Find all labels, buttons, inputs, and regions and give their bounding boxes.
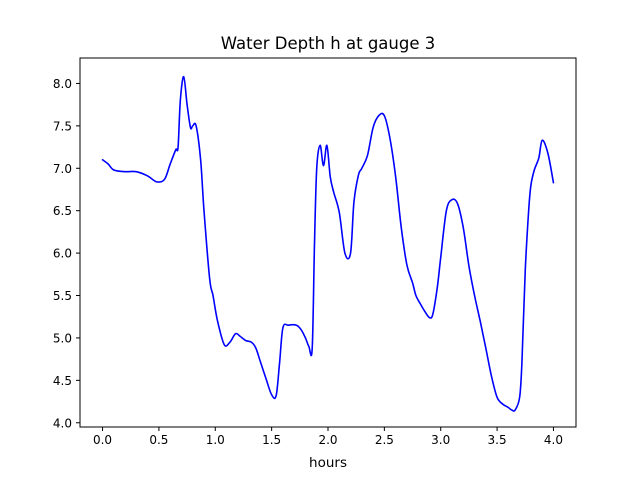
x-tick-label: 2.0 xyxy=(318,433,337,447)
x-tick-label: 0.0 xyxy=(93,433,112,447)
y-tick-label: 7.0 xyxy=(53,162,72,176)
y-tick-label: 4.0 xyxy=(53,416,72,430)
y-tick-label: 5.5 xyxy=(53,289,72,303)
plot-area-frame xyxy=(79,57,577,428)
x-axis-ticks: 0.0 0.5 1.0 1.5 2.0 2.5 3.0 3.5 4.0 xyxy=(93,427,563,447)
y-tick-label: 5.0 xyxy=(53,331,72,345)
x-tick-label: 1.0 xyxy=(206,433,225,447)
series-line xyxy=(101,75,555,412)
y-tick-label: 4.5 xyxy=(53,374,72,388)
chart-title: Water Depth h at gauge 3 xyxy=(221,34,435,53)
y-axis-ticks: 4.0 4.5 5.0 5.5 6.0 6.5 7.0 7.5 8.0 xyxy=(53,77,80,430)
x-tick-label: 3.5 xyxy=(488,433,507,447)
x-tick-label: 4.0 xyxy=(544,433,563,447)
x-axis-label: hours xyxy=(309,455,347,471)
x-tick-label: 2.5 xyxy=(375,433,394,447)
x-tick-label: 1.5 xyxy=(262,433,281,447)
x-tick-label: 0.5 xyxy=(149,433,168,447)
x-tick-label: 3.0 xyxy=(431,433,450,447)
y-tick-label: 6.5 xyxy=(53,204,72,218)
y-tick-label: 6.0 xyxy=(53,247,72,261)
y-tick-label: 8.0 xyxy=(53,77,72,91)
y-tick-label: 7.5 xyxy=(53,119,72,133)
